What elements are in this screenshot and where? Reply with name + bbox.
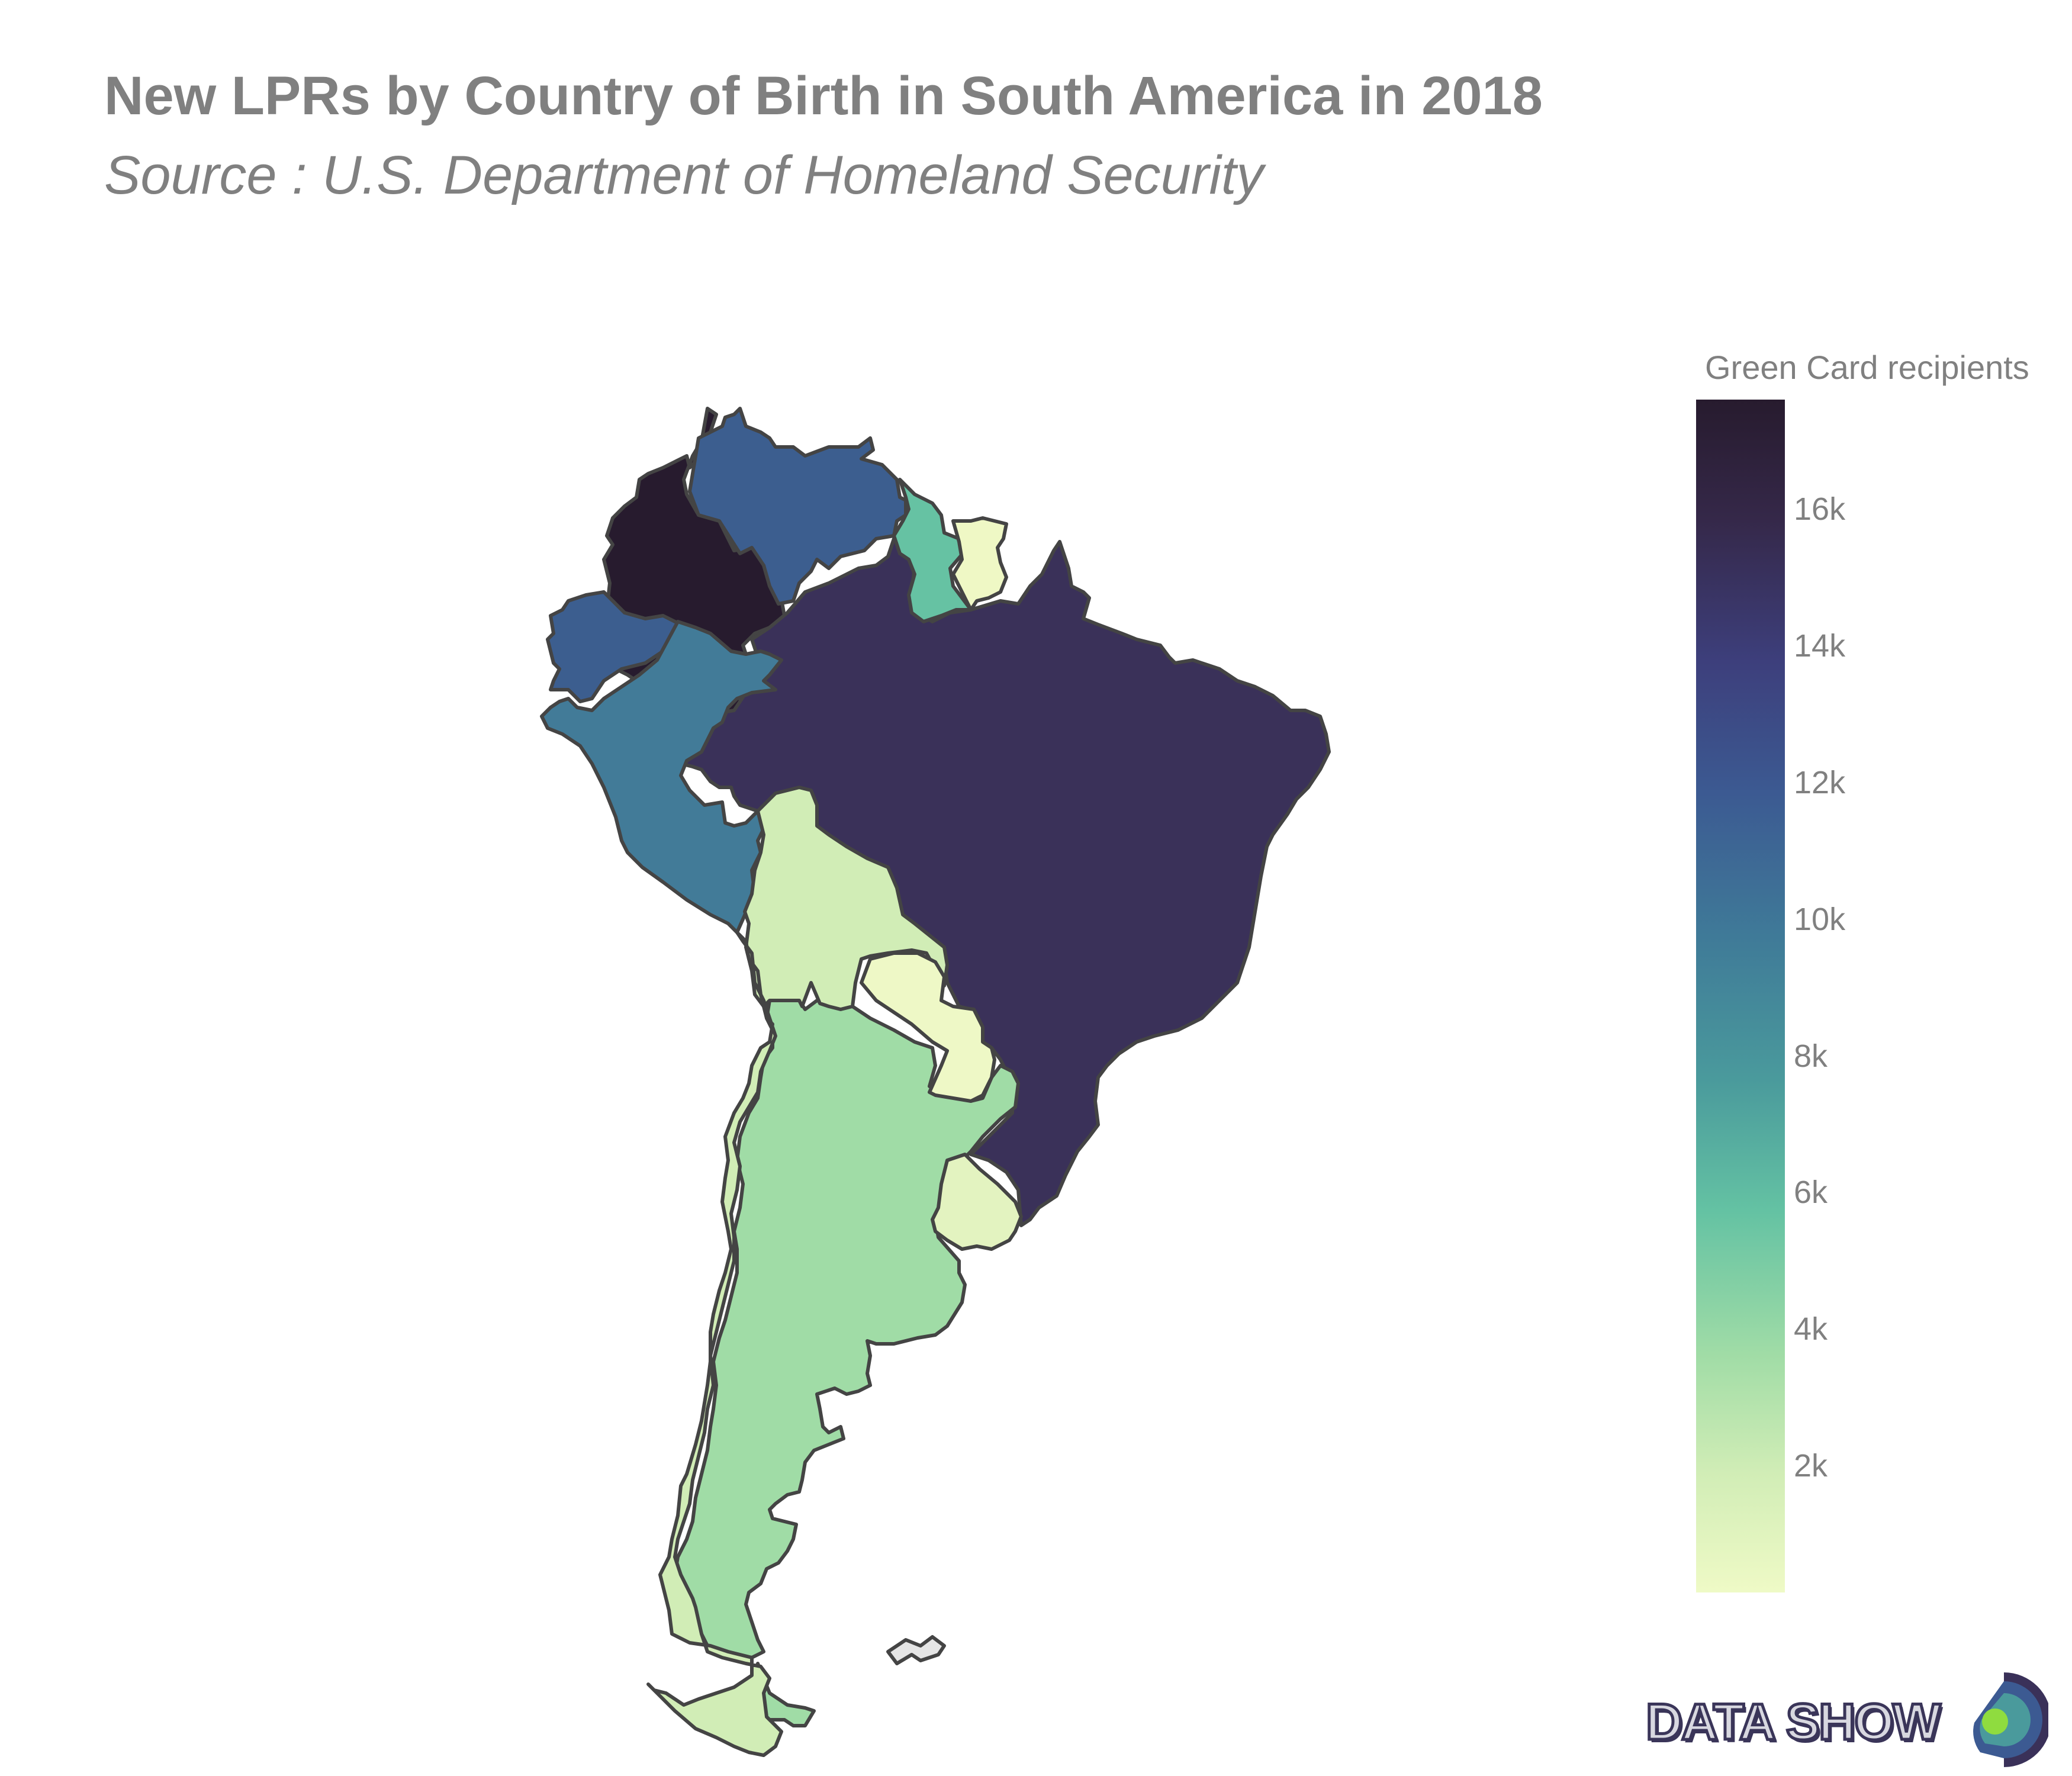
country-suriname[interactable] xyxy=(951,516,1008,612)
colorbar-tick-label: 8k xyxy=(1794,1038,1828,1074)
colorbar-tick-label: 2k xyxy=(1794,1448,1828,1484)
country-uruguay[interactable] xyxy=(931,1153,1023,1251)
colorbar-title: Green Card recipients xyxy=(1705,349,2029,386)
country-falkland-islands[interactable] xyxy=(886,1635,946,1665)
colorbar xyxy=(1696,400,1785,1592)
country-guyana[interactable] xyxy=(892,478,973,623)
colorbar-tick-label: 12k xyxy=(1794,764,1846,800)
colorbar-tick-label: 16k xyxy=(1794,491,1846,527)
colorbar-tick-label: 10k xyxy=(1794,901,1846,937)
logo-mark-icon xyxy=(1973,1672,2048,1767)
colorbar-tick-label: 4k xyxy=(1794,1311,1828,1347)
country-ecuador[interactable] xyxy=(546,590,683,703)
country-brazil[interactable] xyxy=(667,537,1331,1227)
country-chile[interactable] xyxy=(646,931,783,1757)
logo-text: DATA SHOW xyxy=(1644,1693,1942,1752)
country-paraguay[interactable] xyxy=(860,951,996,1103)
country-peru[interactable] xyxy=(540,620,783,934)
colorbar-tick-label: 14k xyxy=(1794,628,1846,664)
country-argentina-tierra-del-fuego[interactable] xyxy=(756,1662,816,1727)
country-venezuela[interactable] xyxy=(688,407,908,606)
data-show-logo: DATA SHOW xyxy=(1644,1669,2048,1770)
country-argentina[interactable] xyxy=(673,999,1020,1659)
colorbar-tick-label: 6k xyxy=(1794,1175,1828,1211)
chart-subtitle: Source : U.S. Department of Homeland Sec… xyxy=(104,145,1264,205)
chart-title: New LPRs by Country of Birth in South Am… xyxy=(104,66,1543,126)
